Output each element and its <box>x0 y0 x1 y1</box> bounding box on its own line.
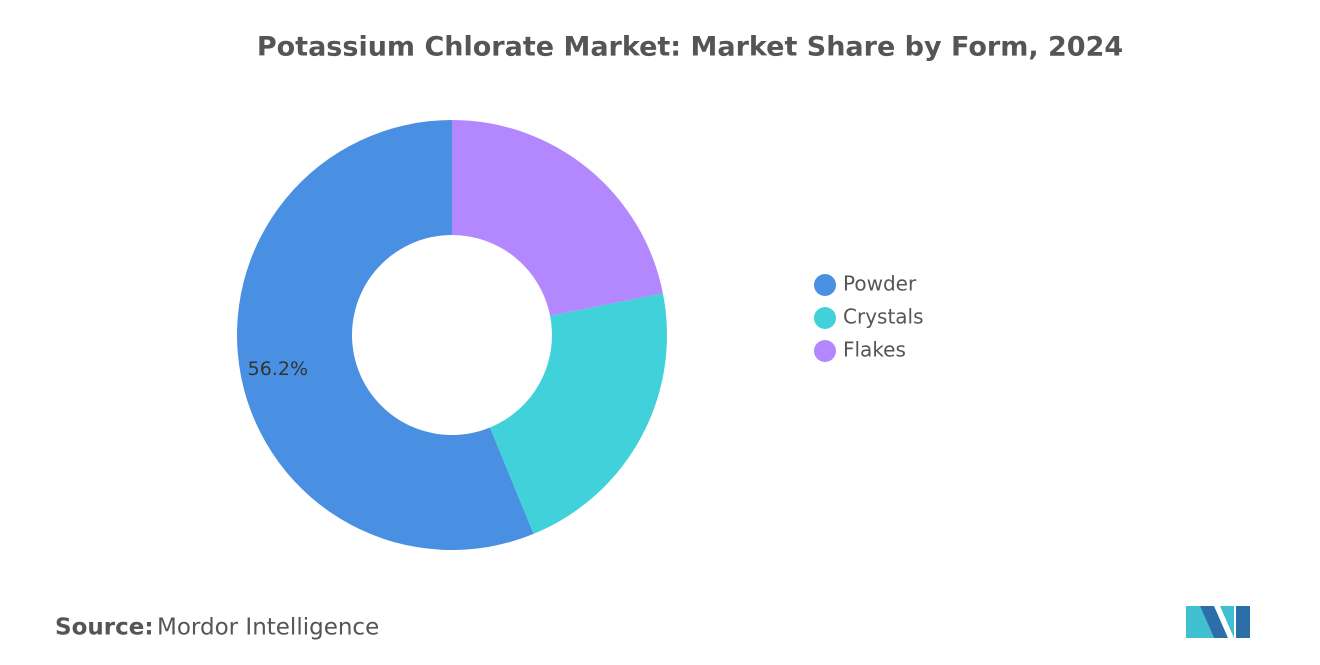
legend-swatch <box>814 274 836 296</box>
slice <box>452 120 663 316</box>
legend: Powder Crystals Flakes <box>814 272 924 362</box>
legend-label: Crystals <box>843 305 924 329</box>
pie: 56.2% <box>237 120 668 550</box>
source-label: Source: <box>55 615 154 641</box>
source-text: Mordor Intelligence <box>157 615 379 641</box>
logo <box>1186 606 1250 638</box>
legend-label: Powder <box>843 272 917 296</box>
legend-label: Flakes <box>843 338 906 362</box>
data-label: 56.2% <box>248 358 308 380</box>
slice <box>237 120 534 550</box>
chart-title: Potassium Chlorate Market: Market Share … <box>257 32 1123 63</box>
legend-swatch <box>814 307 836 329</box>
slice <box>489 293 668 534</box>
legend-swatch <box>814 340 836 362</box>
